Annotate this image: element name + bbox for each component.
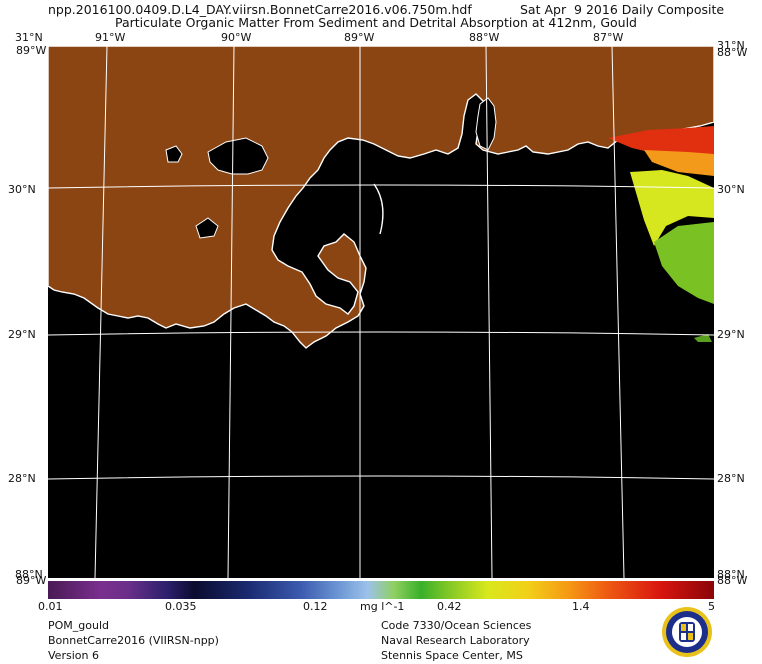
lat-label-29n-left: 29°N bbox=[8, 328, 36, 341]
plume-green-fleck bbox=[694, 334, 712, 342]
footer-version: Version 6 bbox=[48, 649, 99, 662]
land-mass bbox=[48, 46, 714, 349]
lat-label-30n-left: 30°N bbox=[8, 183, 36, 196]
colorbar-units: mg l^-1 bbox=[360, 600, 405, 613]
lake-pontchartrain bbox=[207, 137, 269, 175]
corner-lon-bottom-left: 89°W bbox=[16, 574, 47, 587]
plume-orange bbox=[644, 150, 714, 176]
footer-org: Naval Research Laboratory bbox=[381, 634, 530, 647]
colorbar-tick-5: 5 bbox=[708, 600, 715, 613]
lon-label-91w: 91°W bbox=[95, 31, 126, 44]
product-title: Particulate Organic Matter From Sediment… bbox=[115, 15, 637, 30]
colorbar-tick-4: 1.4 bbox=[572, 600, 590, 613]
colorbar-tick-3: 0.42 bbox=[437, 600, 462, 613]
chandeleur-islands bbox=[373, 183, 384, 235]
lon-label-90w: 90°W bbox=[221, 31, 252, 44]
map-panel bbox=[48, 46, 714, 578]
lon-label-87w: 87°W bbox=[593, 31, 624, 44]
corner-lon-top-right: 88°W bbox=[717, 46, 748, 59]
lake-maurepas bbox=[165, 145, 183, 163]
corner-lat-top-left: 31°N bbox=[15, 31, 43, 44]
corner-lon-bottom-right: 88°W bbox=[717, 574, 748, 587]
corner-lon-top-left: 89°W bbox=[16, 44, 47, 57]
graticule bbox=[48, 46, 714, 578]
lon-label-89w: 89°W bbox=[344, 31, 375, 44]
lon-label-88w: 88°W bbox=[469, 31, 500, 44]
corner-lat-bottom-left: 88°N bbox=[15, 568, 43, 581]
lat-label-30n-right: 30°N bbox=[717, 183, 745, 196]
colorbar-tick-0: 0.01 bbox=[38, 600, 63, 613]
lake-borgne-inlet bbox=[195, 217, 219, 239]
plume-yellow bbox=[630, 170, 714, 246]
lat-label-29n-right: 29°N bbox=[717, 328, 745, 341]
colorbar bbox=[48, 581, 714, 599]
colorbar-tick-1: 0.035 bbox=[165, 600, 197, 613]
footer-location: Stennis Space Center, MS bbox=[381, 649, 523, 662]
footer-code: Code 7330/Ocean Sciences bbox=[381, 619, 532, 632]
footer-region: BonnetCarre2016 (VIIRSN-npp) bbox=[48, 634, 219, 647]
corner-lat-top-right: 31°N bbox=[717, 39, 745, 52]
mobile-bay bbox=[475, 97, 497, 151]
corner-lat-bottom-right: 88°N bbox=[717, 568, 745, 581]
date-title: Sat Apr 9 2016 Daily Composite bbox=[520, 2, 725, 17]
filename-title: npp.2016100.0409.D.L4_DAY.viirsn.BonnetC… bbox=[48, 2, 472, 17]
colorbar-tick-2: 0.12 bbox=[303, 600, 328, 613]
navy-research-lab-seal-icon bbox=[662, 607, 712, 657]
plume-green bbox=[654, 222, 714, 304]
lat-label-28n-left: 28°N bbox=[8, 472, 36, 485]
lat-label-28n-right: 28°N bbox=[717, 472, 745, 485]
footer-product: POM_gould bbox=[48, 619, 110, 632]
